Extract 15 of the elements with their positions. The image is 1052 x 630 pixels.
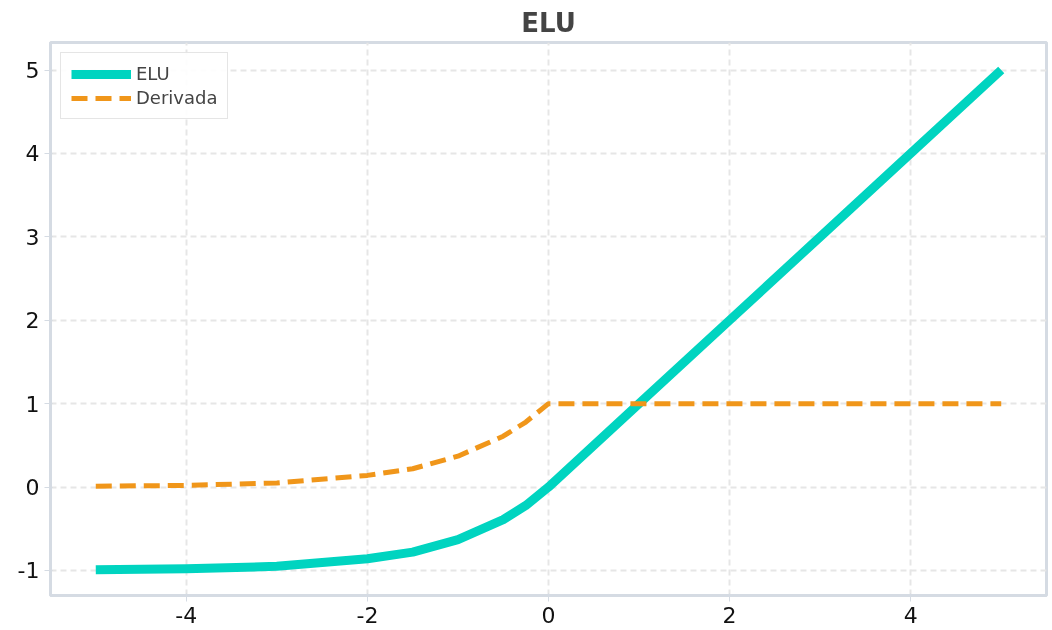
y-tick-label: 5 (25, 58, 40, 84)
x-tick-label: 0 (541, 602, 556, 628)
x-tick-label: -4 (175, 602, 198, 628)
y-tick-label: -1 (17, 558, 40, 584)
y-tick-label: 2 (25, 308, 40, 334)
legend-label: ELU (136, 63, 170, 84)
x-tick-label: 4 (903, 602, 918, 628)
y-tick-label: 4 (25, 141, 40, 167)
y-tick-label: 1 (25, 391, 40, 417)
chart-title: ELU (521, 7, 576, 38)
x-tick-label: -2 (356, 602, 379, 628)
y-tick-label: 0 (25, 475, 40, 501)
x-tick-label: 2 (722, 602, 737, 628)
legend-label: Derivada (136, 87, 218, 108)
y-tick-label: 3 (25, 224, 40, 250)
